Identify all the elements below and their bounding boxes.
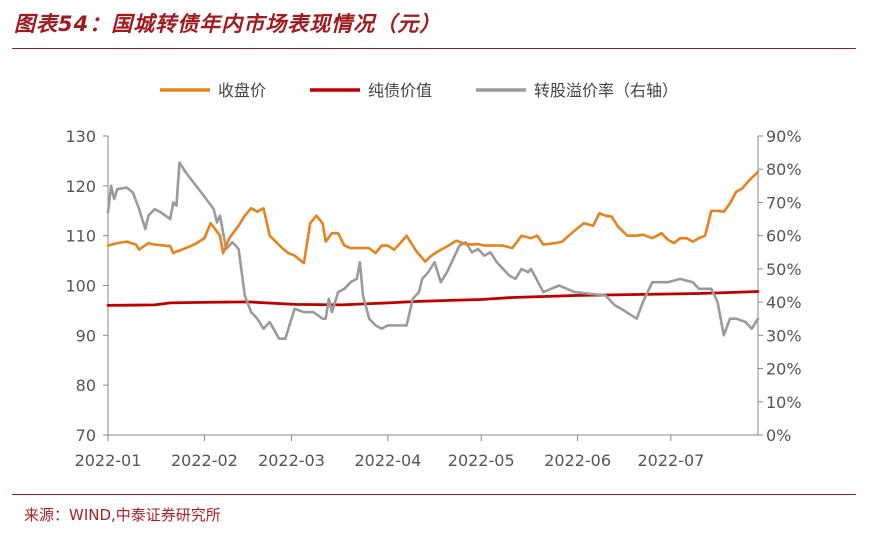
right-tick-label: 80% bbox=[766, 160, 802, 179]
legend-label: 收盘价 bbox=[218, 81, 266, 100]
right-tick-label: 90% bbox=[766, 127, 802, 146]
right-tick-label: 10% bbox=[766, 393, 802, 412]
left-tick-label: 110 bbox=[65, 227, 96, 246]
right-tick-label: 50% bbox=[766, 260, 802, 279]
left-tick-label: 100 bbox=[65, 277, 96, 296]
right-tick-label: 40% bbox=[766, 293, 802, 312]
right-tick-label: 30% bbox=[766, 326, 802, 345]
chart-title: 图表54：国城转债年内市场表现情况（元） bbox=[14, 12, 442, 36]
left-tick-label: 80 bbox=[76, 376, 96, 395]
left-tick-label: 70 bbox=[76, 426, 96, 445]
x-tick-label: 2022-03 bbox=[258, 451, 325, 470]
right-tick-label: 20% bbox=[766, 360, 802, 379]
right-tick-label: 0% bbox=[766, 426, 791, 445]
left-tick-label: 130 bbox=[65, 127, 96, 146]
x-tick-label: 2022-01 bbox=[75, 451, 142, 470]
premium-rate-line bbox=[106, 161, 760, 341]
title-divider bbox=[12, 48, 856, 49]
chart-legend: 收盘价 纯债价值 转股溢价率（右轴） bbox=[160, 81, 678, 100]
left-tick-label: 120 bbox=[65, 177, 96, 196]
source-note: 来源：WIND,中泰证券研究所 bbox=[24, 506, 221, 524]
x-tick-label: 2022-05 bbox=[448, 451, 515, 470]
chart-axes: 70 80 90 100 110 120 130 0% 10% 20% 30% 40% 50% 60% 70… bbox=[65, 127, 801, 470]
x-tick-label: 2022-06 bbox=[544, 451, 611, 470]
x-tick-label: 2022-04 bbox=[354, 451, 421, 470]
legend-label: 转股溢价率（右轴） bbox=[534, 81, 678, 100]
close-price-line bbox=[106, 170, 760, 265]
x-tick-label: 2022-07 bbox=[637, 451, 704, 470]
right-tick-label: 70% bbox=[766, 193, 802, 212]
x-tick-label: 2022-02 bbox=[171, 451, 238, 470]
source-divider bbox=[12, 494, 856, 495]
bond-value-line bbox=[106, 290, 760, 307]
right-tick-label: 60% bbox=[766, 227, 802, 246]
chart-series bbox=[106, 161, 760, 341]
legend-label: 纯债价值 bbox=[368, 81, 432, 100]
left-tick-label: 90 bbox=[76, 326, 96, 345]
